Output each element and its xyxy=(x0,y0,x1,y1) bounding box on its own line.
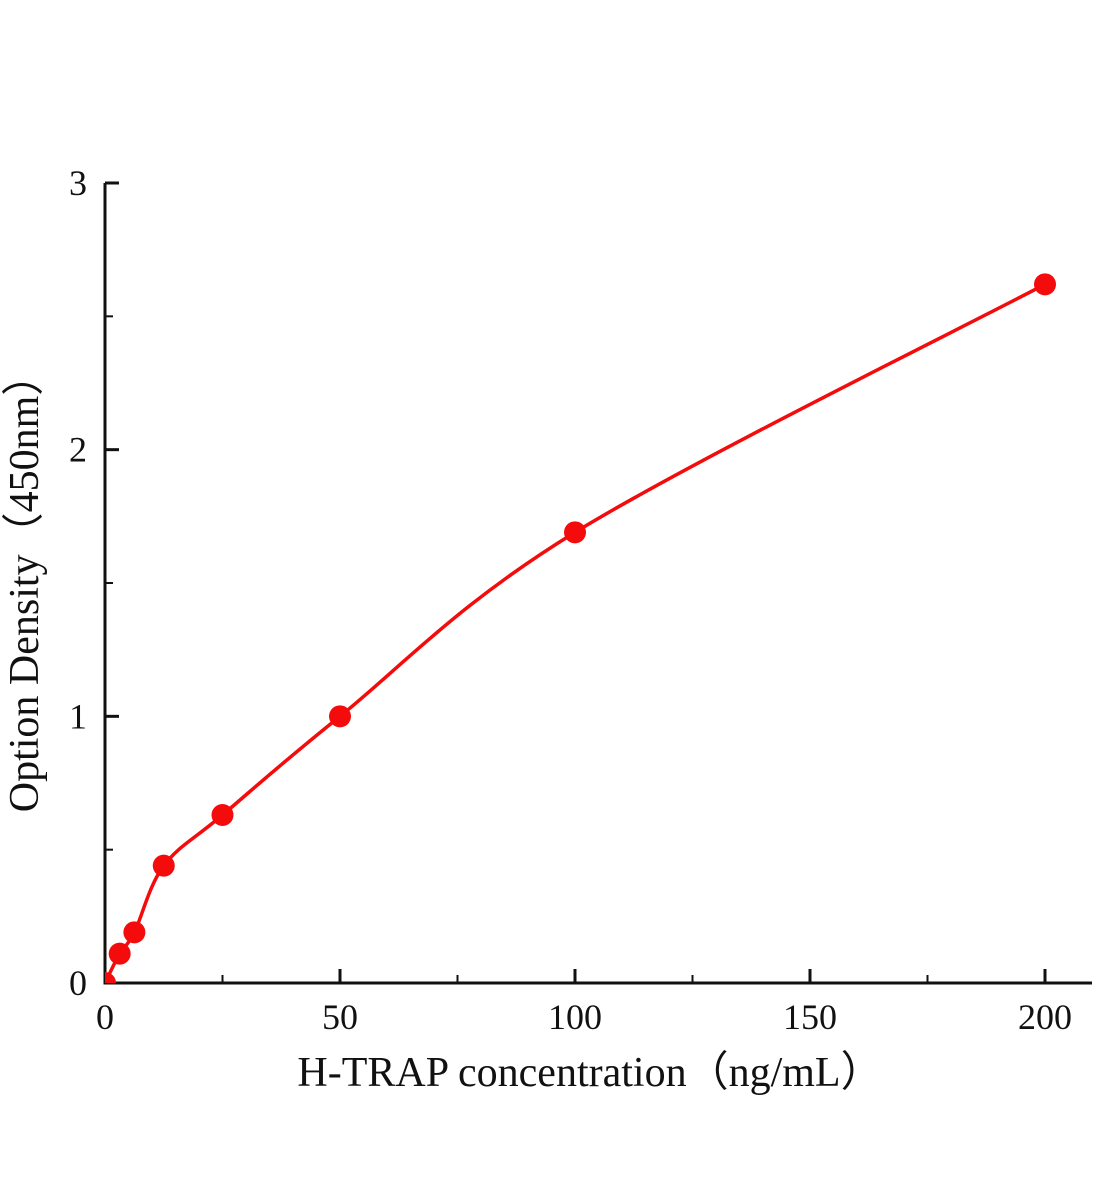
data-point-marker xyxy=(564,521,586,544)
y-axis-ticks xyxy=(105,181,119,985)
x-tick-label: 50 xyxy=(322,997,358,1037)
y-axis-title: Option Density（450nm） xyxy=(2,354,48,813)
data-point-marker xyxy=(108,942,131,965)
axes xyxy=(103,183,1092,985)
y-tick-label: 2 xyxy=(69,430,87,470)
x-tick-label: 100 xyxy=(548,997,602,1037)
y-tick-label: 3 xyxy=(69,163,87,203)
y-tick-labels: 0 1 2 3 xyxy=(69,163,87,1003)
x-axis-title: H-TRAP concentration（ng/mL） xyxy=(297,1050,882,1096)
x-axis-ticks xyxy=(103,969,1047,983)
data-point-marker xyxy=(1034,273,1056,296)
data-point-marker xyxy=(152,854,175,877)
data-point-marker xyxy=(329,705,351,728)
x-tick-labels: 0 50 100 150 200 xyxy=(96,997,1072,1037)
y-tick-label: 0 xyxy=(69,963,87,1003)
data-point-marker xyxy=(123,921,146,944)
data-point-marker xyxy=(211,804,234,826)
fit-curve xyxy=(105,282,1047,983)
y-tick-label: 1 xyxy=(69,696,87,736)
series-standard-curve xyxy=(105,273,1056,983)
x-tick-label: 200 xyxy=(1018,997,1072,1037)
data-point-marker xyxy=(105,972,116,983)
x-tick-label: 150 xyxy=(783,997,837,1037)
x-tick-label: 0 xyxy=(96,997,114,1037)
